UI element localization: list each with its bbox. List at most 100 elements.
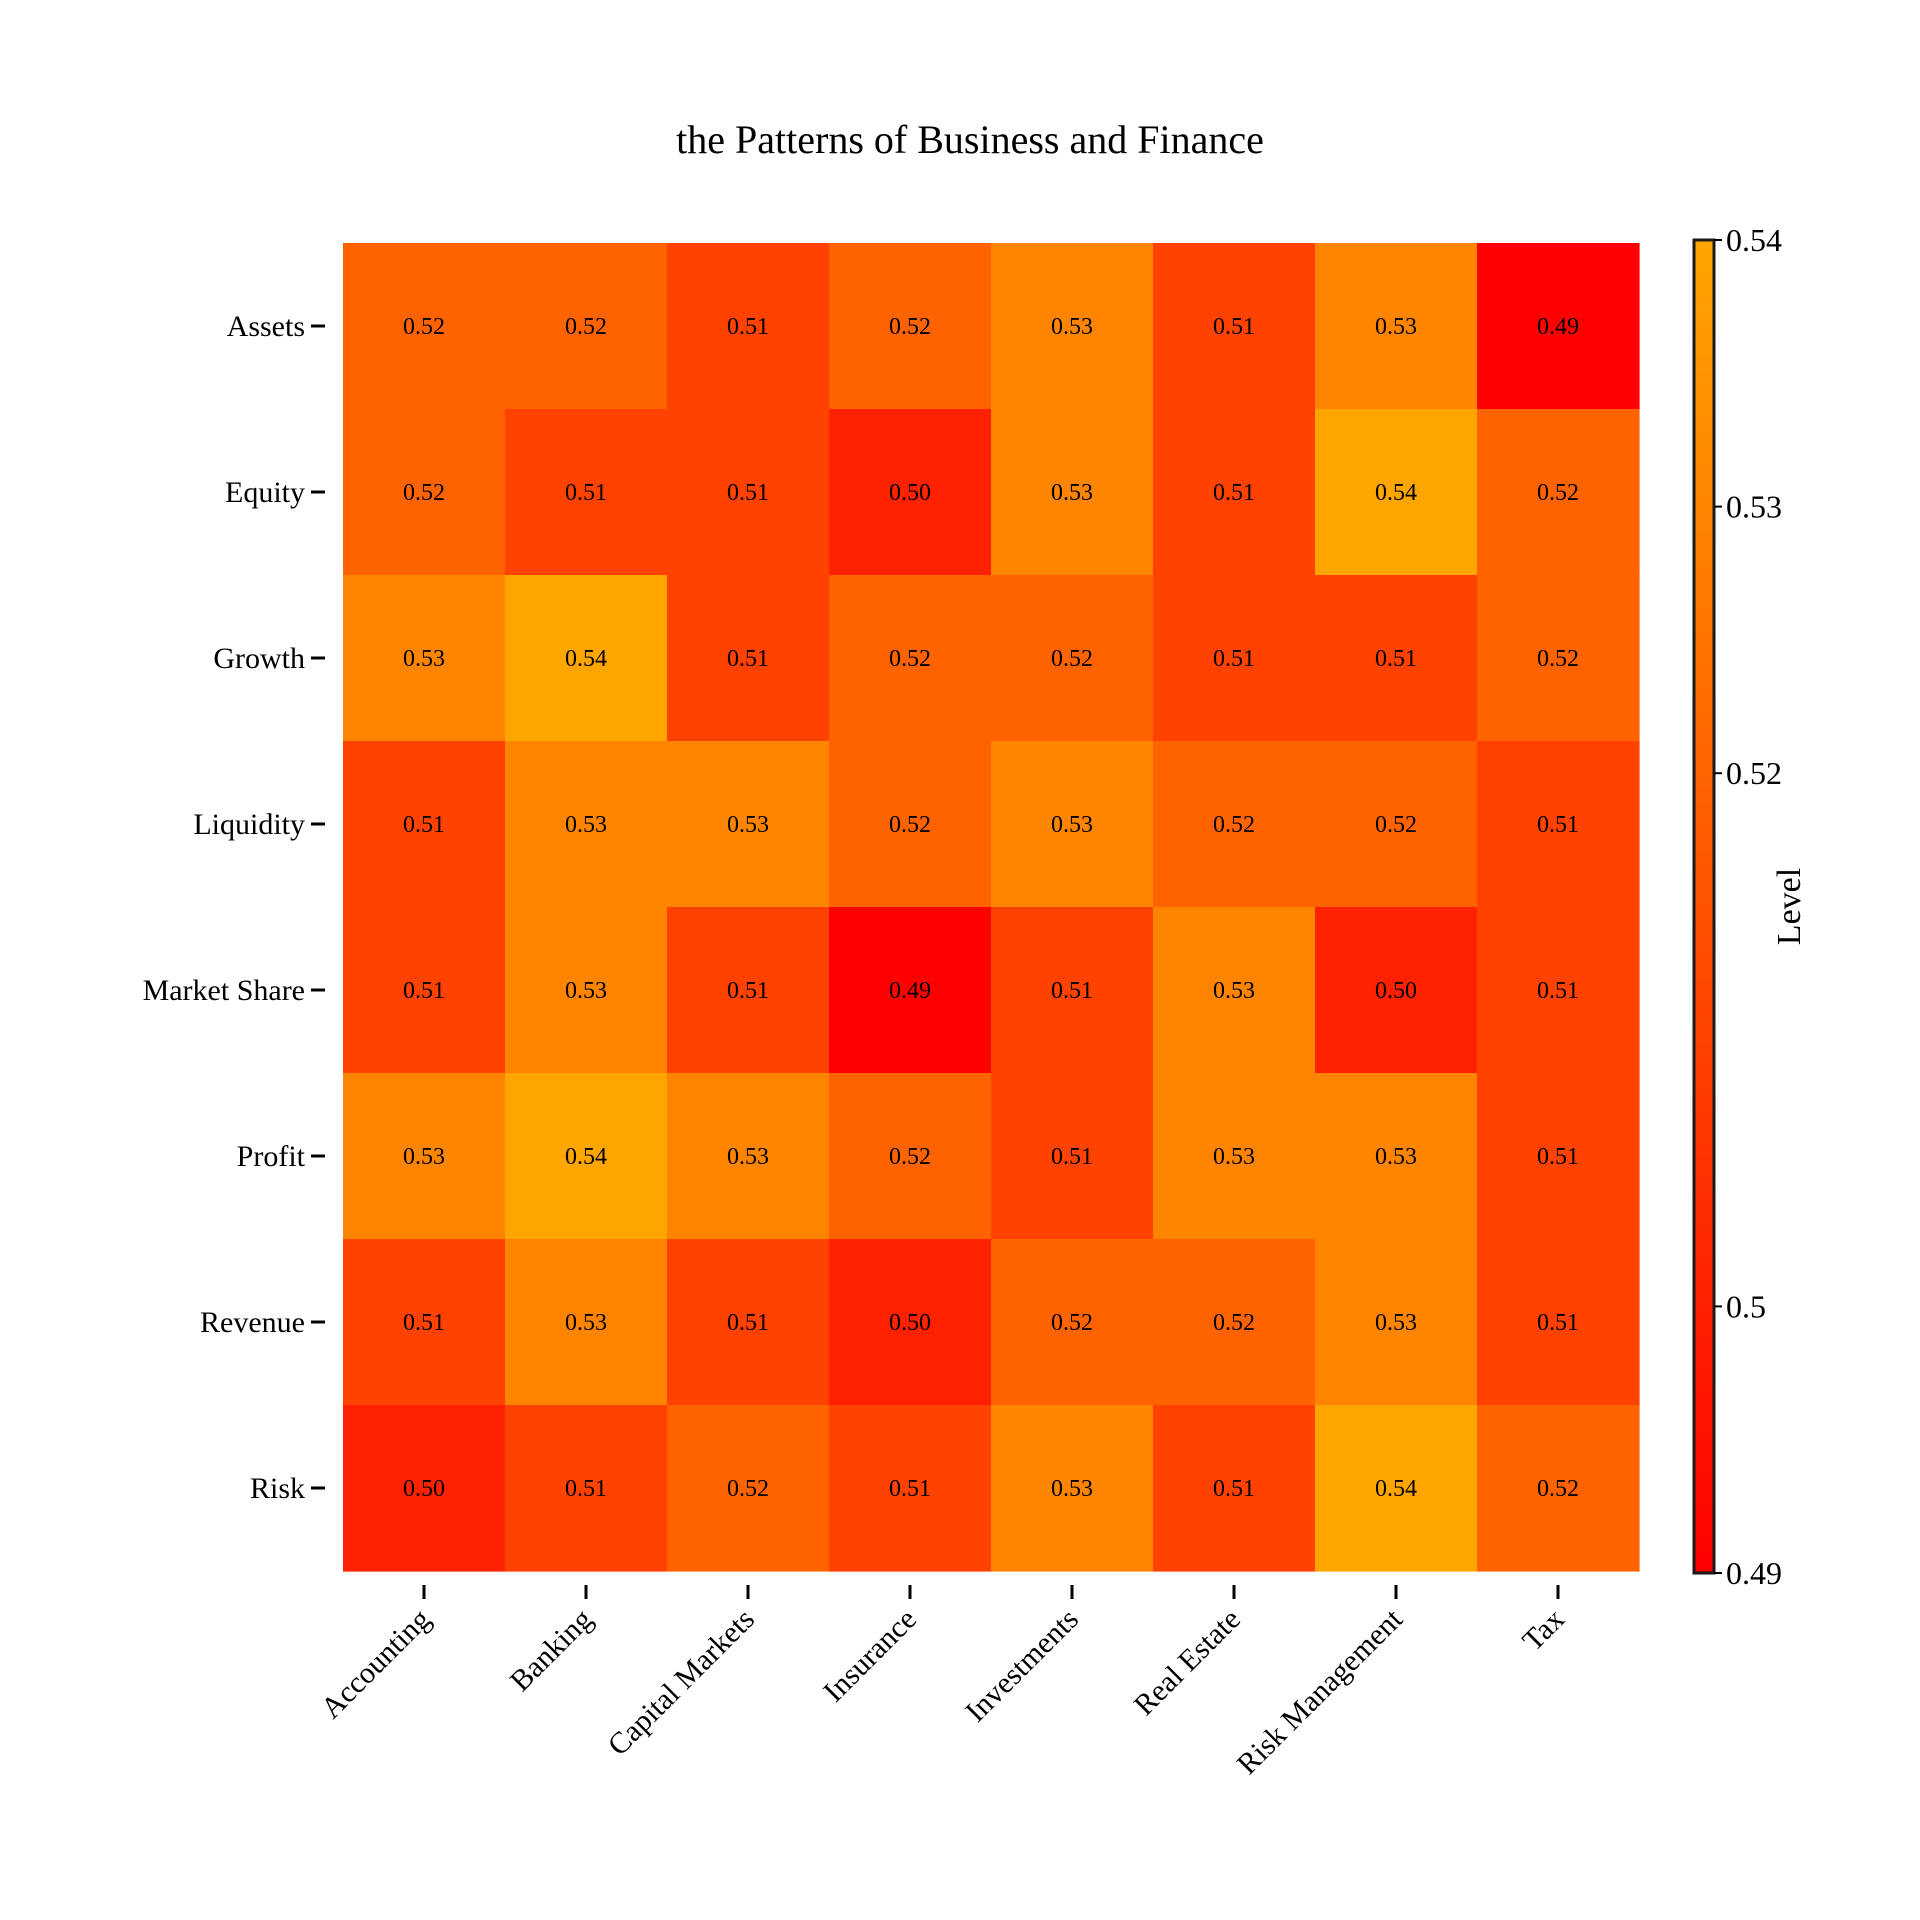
cell-value-label: 0.52 <box>727 1476 769 1502</box>
cell-value-label: 0.52 <box>889 646 931 672</box>
heatmap-cell <box>1315 243 1478 410</box>
cell-value-label: 0.51 <box>889 1476 931 1502</box>
heatmap-cell <box>1477 1405 1640 1572</box>
cell-value-label: 0.52 <box>1051 646 1093 672</box>
column-axis: Accounting Banking Capital Markets Insuranc… <box>315 1585 1571 1781</box>
heatmap-cell <box>667 741 830 908</box>
cell-value-label: 0.51 <box>1213 1476 1255 1502</box>
cell-value-label: 0.51 <box>1537 812 1579 838</box>
cell-value-label: 0.51 <box>1537 1310 1579 1336</box>
cell-value-label: 0.50 <box>889 480 931 506</box>
cell-value-label: 0.51 <box>727 314 769 340</box>
column-tick-label: Risk Management <box>1231 1602 1410 1781</box>
column-tick-label: Real Estate <box>1128 1603 1247 1722</box>
cell-value-label: 0.51 <box>1213 480 1255 506</box>
heatmap-cell <box>829 1073 992 1240</box>
heatmap-cell <box>1153 907 1316 1074</box>
row-tick-label: Risk <box>250 1472 305 1505</box>
cell-value-label: 0.52 <box>565 314 607 340</box>
cell-value-label: 0.53 <box>1213 1144 1255 1170</box>
cell-value-label: 0.51 <box>565 1476 607 1502</box>
heatmap-cell <box>1153 741 1316 908</box>
cell-value-label: 0.51 <box>403 812 445 838</box>
heatmap-cell <box>829 907 992 1074</box>
cell-value-label: 0.51 <box>1375 646 1417 672</box>
row-tick-label: Growth <box>213 642 305 675</box>
heatmap-cell <box>991 1073 1154 1240</box>
cell-value-label: 0.51 <box>403 978 445 1004</box>
colorbar-gradient <box>1692 238 1716 1575</box>
heatmap-cell <box>667 575 830 742</box>
row-tick-label: Market Share <box>143 974 305 1007</box>
cell-value-label: 0.51 <box>1537 978 1579 1004</box>
cell-value-label: 0.53 <box>1051 480 1093 506</box>
cell-value-label: 0.53 <box>1375 314 1417 340</box>
column-tick-label: Tax <box>1516 1603 1571 1658</box>
cell-value-label: 0.51 <box>727 480 769 506</box>
column-tick-label: Insurance <box>817 1603 923 1709</box>
colorbar-label: Level <box>1771 868 1808 945</box>
cell-value-label: 0.52 <box>403 314 445 340</box>
heatmap-cell <box>991 575 1154 742</box>
heatmap-cell <box>1477 409 1640 576</box>
colorbar: 0.54 0.53 0.52 0.5 0.49 Level <box>1692 222 1808 1591</box>
heatmap-cell <box>505 409 668 576</box>
cell-value-label: 0.53 <box>1051 314 1093 340</box>
heatmap-cell <box>1153 1405 1316 1572</box>
colorbar-tick-label: 0.5 <box>1726 1288 1766 1324</box>
heatmap-cell <box>505 741 668 908</box>
cell-value-label: 0.52 <box>1537 480 1579 506</box>
row-axis: Assets Equity Growth Liquidity Market Share P… <box>143 310 325 1505</box>
row-tick-label: Revenue <box>200 1306 305 1339</box>
cell-value-label: 0.51 <box>727 978 769 1004</box>
heatmap-cell <box>505 243 668 410</box>
heatmap-cell <box>343 907 506 1074</box>
cell-value-label: 0.52 <box>889 1144 931 1170</box>
cell-value-label: 0.53 <box>727 812 769 838</box>
cell-value-label: 0.52 <box>1213 812 1255 838</box>
colorbar-tick-label: 0.49 <box>1726 1555 1782 1591</box>
heatmap-cell <box>1153 409 1316 576</box>
row-tick-label: Equity <box>225 476 305 509</box>
cell-value-label: 0.53 <box>1375 1144 1417 1170</box>
cell-value-label: 0.53 <box>1375 1310 1417 1336</box>
heatmap-cells: 0.52 0.52 0.51 0.52 0.53 0.51 0.53 0.49 0.52 0.51… <box>343 243 1640 1572</box>
cell-value-label: 0.52 <box>1051 1310 1093 1336</box>
heatmap-cell <box>1477 243 1640 410</box>
cell-value-label: 0.51 <box>727 1310 769 1336</box>
column-tick-label: Banking <box>504 1603 599 1698</box>
cell-value-label: 0.50 <box>889 1310 931 1336</box>
heatmap-cell <box>667 1405 830 1572</box>
cell-value-label: 0.53 <box>565 1310 607 1336</box>
colorbar-tick-label: 0.53 <box>1726 489 1782 525</box>
cell-value-label: 0.52 <box>1375 812 1417 838</box>
column-tick-label: Investments <box>959 1603 1085 1729</box>
cell-value-label: 0.52 <box>403 480 445 506</box>
row-tick-label: Assets <box>227 310 305 343</box>
cell-value-label: 0.52 <box>1537 1476 1579 1502</box>
heatmap-cell <box>991 409 1154 576</box>
cell-value-label: 0.53 <box>1213 978 1255 1004</box>
heatmap-cell <box>991 243 1154 410</box>
cell-value-label: 0.51 <box>727 646 769 672</box>
heatmap-cell <box>1477 1073 1640 1240</box>
heatmap-cell <box>343 409 506 576</box>
cell-value-label: 0.54 <box>1375 480 1417 506</box>
heatmap-cell <box>1315 1073 1478 1240</box>
cell-value-label: 0.52 <box>1213 1310 1255 1336</box>
heatmap-cell <box>1315 1405 1478 1572</box>
heatmap-cell <box>829 409 992 576</box>
heatmap-cell <box>1477 741 1640 908</box>
heatmap-cell <box>505 1405 668 1572</box>
heatmap-cell <box>667 1239 830 1406</box>
heatmap-cell <box>829 1405 992 1572</box>
colorbar-tick-label: 0.52 <box>1726 755 1782 791</box>
heatmap-cell <box>505 1239 668 1406</box>
heatmap-cell <box>505 575 668 742</box>
heatmap-cell <box>667 409 830 576</box>
heatmap-cell <box>1153 575 1316 742</box>
colorbar-tick-label: 0.54 <box>1726 222 1782 258</box>
heatmap-cell <box>1153 243 1316 410</box>
heatmap-cell <box>505 907 668 1074</box>
column-tick-label: Capital Markets <box>602 1603 761 1762</box>
